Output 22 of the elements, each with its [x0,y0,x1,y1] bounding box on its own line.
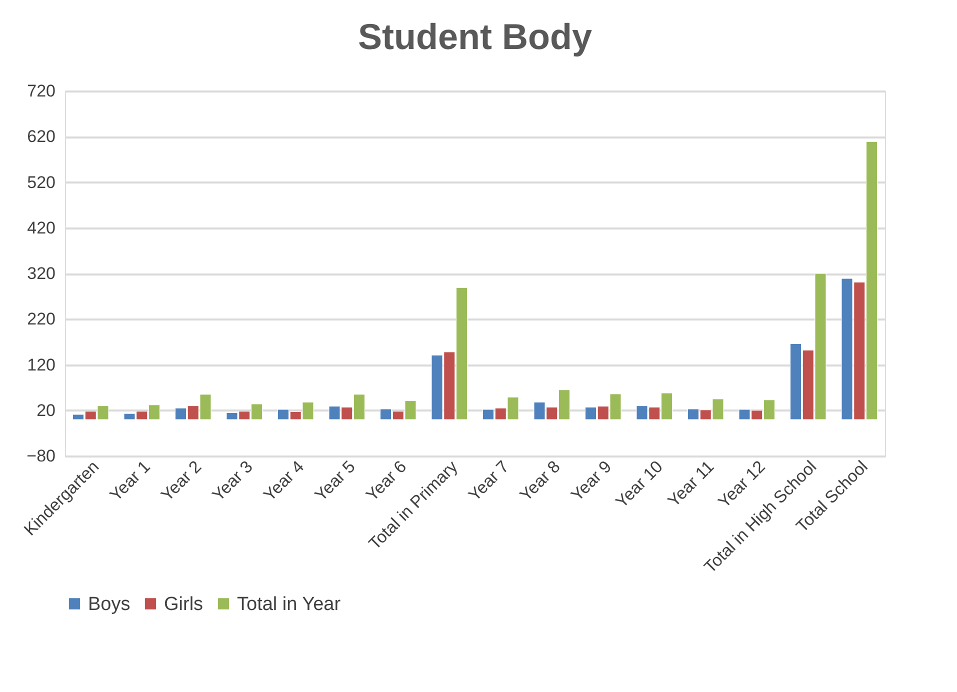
y-tick-label: 20 [36,400,56,420]
x-tick-label: Year 1 [106,457,154,505]
y-tick-label: 520 [27,172,56,192]
y-tick-label: 120 [27,355,56,374]
y-tick-label: −80 [26,446,56,466]
x-tick-label: Year 6 [362,457,410,505]
legend-label: Total in Year [237,594,342,615]
x-tick-label: Year 8 [516,457,564,505]
chart-title: Student Body [358,16,592,57]
x-tick-label: Year 11 [664,457,718,511]
y-tick-label: 320 [27,264,56,283]
y-tick-label: 220 [27,310,56,329]
x-tick-label: Year 7 [464,457,513,505]
x-tick-label: Year 3 [208,457,256,505]
y-tick-label: 620 [27,127,56,146]
legend-label: Boys [88,594,130,615]
y-tick-label: 420 [27,218,56,238]
x-tick-label: Year 4 [260,457,308,505]
y-tick-label: 720 [27,82,56,100]
x-tick-label: Year 5 [311,457,359,505]
x-tick-label: Year 2 [157,457,206,505]
legend-label: Girls [164,594,204,615]
